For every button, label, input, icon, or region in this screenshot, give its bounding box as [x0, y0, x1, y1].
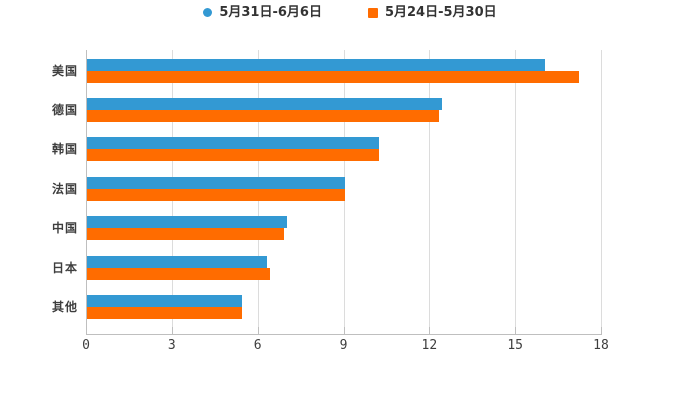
y-axis-label: 德国 [51, 102, 78, 117]
legend-label: 5月31日-6月6日 [219, 5, 322, 20]
axis-tick [429, 327, 431, 334]
gridline [601, 50, 602, 334]
legend-item-week-may24-may30[interactable]: 5月24日-5月30日 [367, 5, 497, 20]
bar-0-6 [87, 294, 242, 307]
gridline [429, 50, 431, 334]
x-axis-line [86, 334, 602, 335]
bar-1-4 [87, 228, 285, 241]
x-tick-label: 15 [507, 338, 523, 353]
axis-tick [601, 327, 602, 334]
bar-0-0 [87, 58, 545, 71]
bar-1-6 [87, 306, 242, 319]
y-axis-label: 其他 [51, 299, 78, 314]
gridline [515, 50, 517, 334]
square-marker-icon [367, 7, 378, 18]
x-tick-label: 9 [339, 338, 348, 353]
axis-tick [343, 327, 345, 334]
x-tick-label: 12 [421, 338, 438, 353]
circle-marker-icon [203, 8, 213, 17]
axis-tick [515, 327, 517, 334]
bar-0-4 [87, 216, 288, 229]
bar-1-5 [87, 267, 271, 280]
bar-1-3 [87, 188, 345, 201]
y-axis-label: 法国 [51, 181, 78, 196]
y-axis-line [86, 50, 87, 334]
x-tick-label: 6 [253, 338, 262, 353]
bar-0-5 [87, 255, 268, 268]
bar-0-2 [87, 137, 379, 150]
legend-label: 5月24日-5月30日 [384, 5, 497, 20]
legend: 5月31日-6月6日 5月24日-5月30日 [0, 6, 700, 19]
y-axis-label: 韩国 [51, 142, 78, 157]
axis-tick [171, 327, 173, 334]
x-tick-label: 18 [593, 338, 609, 353]
bar-0-3 [87, 176, 345, 189]
legend-item-week-may31-jun6[interactable]: 5月31日-6月6日 [203, 6, 322, 19]
x-tick-label: 3 [167, 338, 176, 353]
y-axis-label: 中国 [51, 221, 78, 236]
bar-1-0 [87, 70, 580, 83]
bar-1-2 [87, 149, 379, 162]
y-axis-label: 美国 [51, 63, 78, 78]
bar-1-1 [87, 109, 439, 122]
axis-tick [257, 327, 259, 334]
bar-0-1 [87, 97, 442, 110]
y-axis-label: 日本 [51, 260, 78, 275]
x-tick-label: 0 [82, 338, 90, 353]
